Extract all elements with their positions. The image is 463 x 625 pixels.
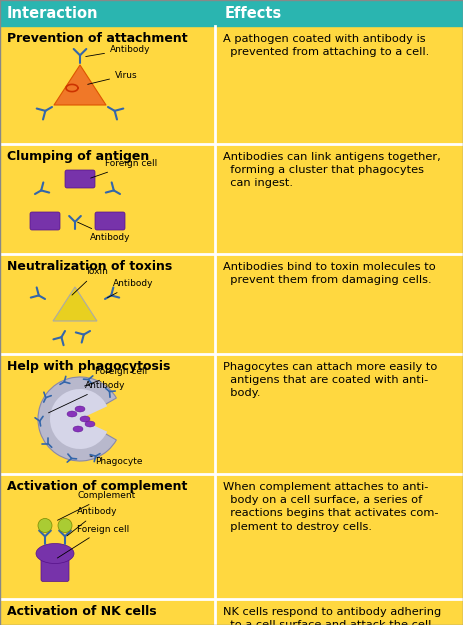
Text: Complement: Complement	[57, 491, 135, 520]
FancyBboxPatch shape	[65, 170, 95, 188]
Ellipse shape	[67, 411, 77, 417]
Text: Effects: Effects	[225, 6, 282, 21]
Text: Antibody: Antibody	[0, 624, 1, 625]
Text: Activation of NK cells: Activation of NK cells	[7, 605, 156, 618]
Text: Activation of complement: Activation of complement	[7, 480, 188, 493]
Text: Clumping of antigen: Clumping of antigen	[7, 150, 149, 163]
Text: Help with phagocytosis: Help with phagocytosis	[7, 360, 170, 373]
Text: Interaction: Interaction	[7, 6, 99, 21]
FancyBboxPatch shape	[41, 558, 69, 581]
Text: A pathogen coated with antibody is
  prevented from attaching to a cell.: A pathogen coated with antibody is preve…	[223, 34, 429, 58]
Bar	[0, 0, 463, 26]
Text: Antibody: Antibody	[67, 508, 118, 536]
Ellipse shape	[73, 426, 83, 432]
Text: NK cell: NK cell	[0, 624, 1, 625]
Text: Neutralization of toxins: Neutralization of toxins	[7, 260, 172, 273]
Text: Prevention of attachment: Prevention of attachment	[7, 32, 188, 45]
Text: Antibody: Antibody	[86, 44, 150, 56]
Text: Antibody: Antibody	[49, 381, 125, 413]
Text: Antibody: Antibody	[107, 279, 154, 298]
Text: Toxin: Toxin	[72, 268, 108, 295]
FancyBboxPatch shape	[95, 212, 125, 230]
Ellipse shape	[85, 421, 95, 427]
FancyBboxPatch shape	[30, 212, 60, 230]
Circle shape	[38, 519, 52, 532]
Ellipse shape	[75, 406, 85, 412]
Text: NK cells respond to antibody adhering
  to a cell surface and attack the cell.: NK cells respond to antibody adhering to…	[223, 607, 441, 625]
Text: Foreign cell: Foreign cell	[91, 159, 157, 178]
Text: Foreign cell: Foreign cell	[0, 624, 1, 625]
Text: Antibody: Antibody	[77, 222, 131, 241]
Ellipse shape	[80, 416, 90, 422]
Text: Phagocyte: Phagocyte	[90, 456, 143, 466]
Ellipse shape	[36, 544, 74, 564]
Polygon shape	[53, 287, 97, 321]
Wedge shape	[50, 389, 107, 449]
Text: Virus: Virus	[88, 71, 138, 84]
Text: Antibodies can link antigens together,
  forming a cluster that phagocytes
  can: Antibodies can link antigens together, f…	[223, 152, 441, 188]
Circle shape	[58, 519, 72, 532]
Text: When complement attaches to anti-
  body on a cell surface, a series of
  reacti: When complement attaches to anti- body o…	[223, 482, 438, 532]
Text: Foreign cell: Foreign cell	[85, 368, 147, 386]
Text: Phagocytes can attach more easily to
  antigens that are coated with anti-
  bod: Phagocytes can attach more easily to ant…	[223, 362, 438, 398]
Text: Antibodies bind to toxin molecules to
  prevent them from damaging cells.: Antibodies bind to toxin molecules to pr…	[223, 262, 436, 285]
Polygon shape	[54, 65, 106, 105]
Text: Foreign cell: Foreign cell	[57, 524, 129, 558]
Wedge shape	[38, 377, 116, 461]
